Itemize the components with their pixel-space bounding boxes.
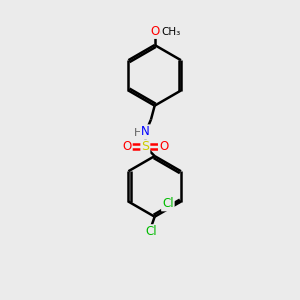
- Text: Cl: Cl: [145, 225, 157, 238]
- Text: N: N: [141, 125, 150, 138]
- Text: S: S: [141, 140, 149, 153]
- Text: O: O: [150, 25, 159, 38]
- Text: O: O: [159, 140, 168, 153]
- Text: O: O: [122, 140, 132, 153]
- Text: CH₃: CH₃: [161, 27, 180, 37]
- Text: H: H: [134, 128, 142, 138]
- Text: Cl: Cl: [162, 197, 174, 210]
